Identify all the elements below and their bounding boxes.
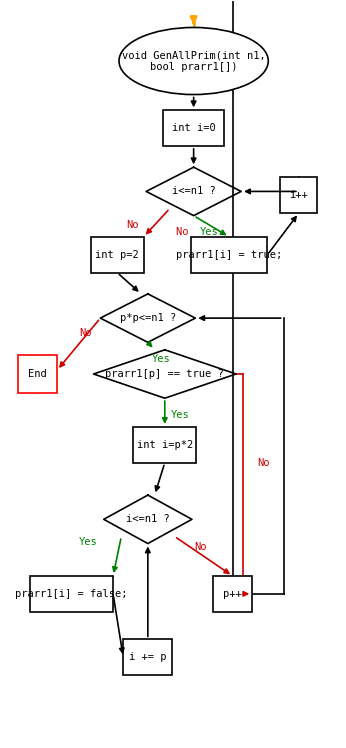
Text: prarr1[i] = true;: prarr1[i] = true; [176, 250, 282, 260]
Text: End: End [28, 369, 47, 379]
Text: No: No [176, 227, 194, 237]
Text: Yes: Yes [79, 536, 98, 547]
Text: prarr1[p] == true ?: prarr1[p] == true ? [106, 369, 224, 379]
FancyBboxPatch shape [134, 427, 196, 463]
Text: No: No [257, 459, 270, 468]
Text: prarr1[i] = false;: prarr1[i] = false; [15, 589, 128, 599]
Ellipse shape [119, 28, 268, 94]
Text: int p=2: int p=2 [95, 250, 139, 260]
Text: i += p: i += p [129, 652, 166, 662]
Polygon shape [104, 495, 192, 544]
FancyBboxPatch shape [123, 640, 172, 675]
Text: Yes: Yes [152, 354, 171, 364]
Text: No: No [79, 328, 91, 338]
FancyBboxPatch shape [280, 177, 318, 213]
Text: No: No [194, 542, 207, 552]
Text: int i=p*2: int i=p*2 [137, 440, 193, 450]
FancyBboxPatch shape [18, 355, 57, 393]
Text: p++: p++ [223, 589, 242, 599]
FancyBboxPatch shape [213, 576, 252, 612]
Polygon shape [146, 168, 241, 215]
FancyBboxPatch shape [163, 110, 224, 146]
Text: Yes: Yes [200, 227, 218, 237]
Polygon shape [93, 350, 236, 398]
Text: No: No [126, 220, 139, 230]
FancyBboxPatch shape [30, 576, 113, 612]
Text: p*p<=n1 ?: p*p<=n1 ? [120, 313, 176, 323]
Text: i++: i++ [290, 190, 308, 200]
Text: void GenAllPrim(int n1,
bool prarr1[]): void GenAllPrim(int n1, bool prarr1[]) [122, 50, 265, 72]
Text: i<=n1 ?: i<=n1 ? [126, 515, 170, 524]
Text: Yes: Yes [171, 410, 190, 420]
FancyBboxPatch shape [91, 237, 144, 273]
Text: int i=0: int i=0 [172, 123, 216, 133]
Polygon shape [100, 294, 195, 343]
Text: i<=n1 ?: i<=n1 ? [172, 186, 216, 197]
FancyBboxPatch shape [191, 237, 267, 273]
